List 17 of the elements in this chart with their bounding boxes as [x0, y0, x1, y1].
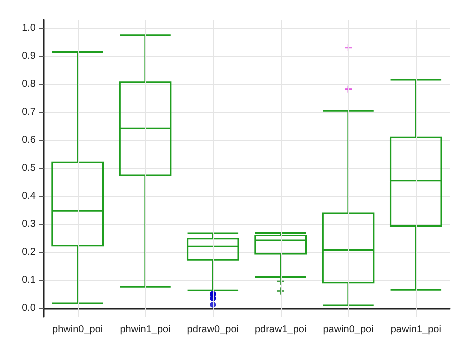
y-tick-label: 0.4: [22, 191, 36, 202]
y-tick-label: 0.9: [22, 50, 36, 62]
y-tick-label: 0.2: [22, 247, 36, 258]
y-tick-label: 0.3: [22, 219, 36, 230]
x-tick-label: pawin0_poi: [323, 324, 374, 336]
x-tick-label: pawin1_poi: [390, 324, 442, 336]
x-tick-label: pdraw1_poi: [254, 324, 307, 336]
x-tick-label: pdraw0_poi: [187, 324, 240, 336]
y-tick-label: 1.0: [22, 22, 36, 34]
y-tick-label: 0.1: [22, 275, 36, 286]
y-tick-label: 0.7: [22, 106, 36, 118]
y-tick-label: 0.8: [22, 78, 36, 90]
y-tick-label: 0.6: [22, 134, 36, 146]
y-tick-label: 0.0: [22, 303, 36, 314]
x-tick-label: phwin1_poi: [120, 324, 171, 336]
x-tick-label: phwin0_poi: [52, 324, 104, 336]
y-tick-label: 0.5: [22, 163, 36, 174]
